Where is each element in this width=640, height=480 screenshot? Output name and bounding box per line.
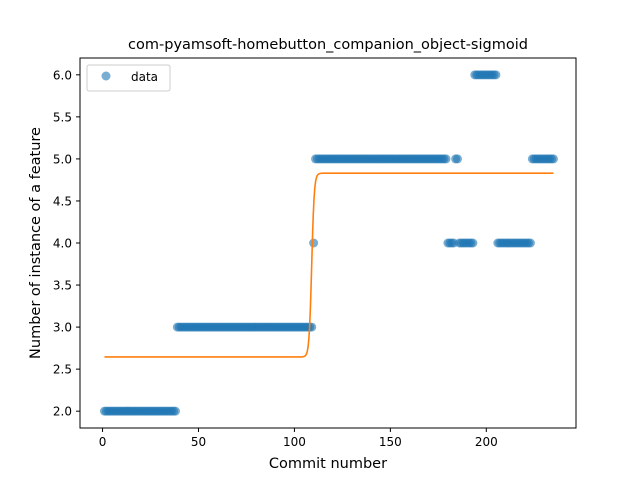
y-tick-label: 5.0 (53, 152, 72, 166)
data-point (309, 238, 319, 248)
x-tick-label: 200 (475, 435, 498, 449)
data-point (170, 406, 180, 416)
y-axis-label: Number of instance of a feature (28, 127, 44, 359)
x-tick-label: 150 (379, 435, 402, 449)
data-point (525, 238, 535, 248)
y-tick-label: 4.5 (53, 194, 72, 208)
y-tick-label: 2.0 (53, 405, 72, 419)
y-tick-label: 6.0 (53, 68, 72, 82)
y-tick-label: 2.5 (53, 363, 72, 377)
legend-data-marker (101, 71, 111, 81)
data-point (468, 238, 478, 248)
data-point (453, 154, 463, 164)
data-point (441, 154, 451, 164)
legend-data-label: data (131, 70, 158, 84)
sigmoid-fit-line (104, 172, 554, 358)
data-point (491, 70, 501, 80)
legend-box (86, 64, 171, 92)
x-tick-label: 50 (191, 435, 206, 449)
x-axis: 0 50 100 150 200 (99, 428, 498, 449)
chart-title: com-pyamsoft-homebutton_companion_object… (128, 37, 528, 53)
data-point (548, 154, 558, 164)
legend: data (86, 64, 171, 92)
x-axis-label: Commit number (269, 456, 387, 472)
x-tick-label: 100 (283, 435, 306, 449)
y-tick-label: 3.5 (53, 279, 72, 293)
y-axis: 2.0 2.5 3.0 3.5 4.0 4.5 5.0 5.5 6.0 (53, 68, 80, 419)
data-point (307, 322, 317, 332)
y-tick-label: 5.5 (53, 110, 72, 124)
x-tick-label: 0 (99, 435, 107, 449)
y-tick-label: 3.0 (53, 321, 72, 335)
y-tick-label: 4.0 (53, 237, 72, 251)
data-layer (99, 70, 558, 416)
